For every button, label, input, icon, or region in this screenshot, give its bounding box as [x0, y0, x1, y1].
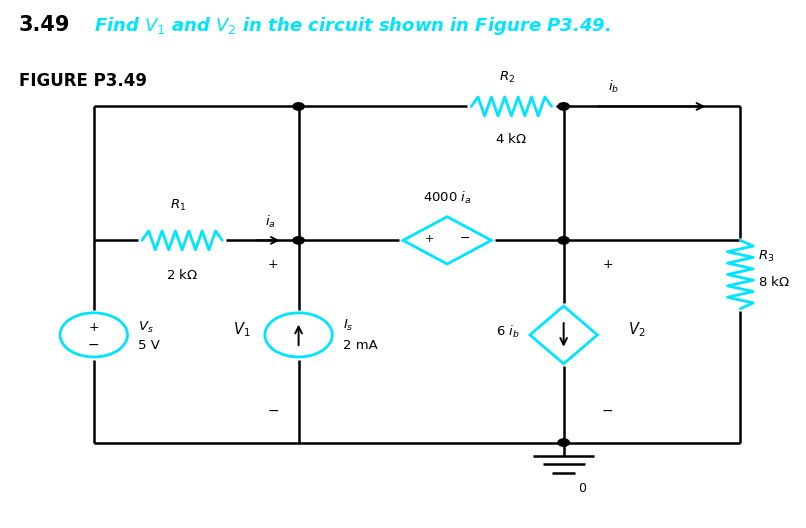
Text: 3.49: 3.49 [19, 14, 71, 34]
Text: +: + [425, 234, 434, 244]
Text: −: − [88, 337, 100, 351]
Text: $i_b$: $i_b$ [608, 79, 619, 95]
Text: 2 k$\Omega$: 2 k$\Omega$ [166, 268, 198, 281]
Text: $V_1$: $V_1$ [233, 320, 251, 339]
Text: 2 mA: 2 mA [343, 339, 377, 352]
Text: $i_a$: $i_a$ [265, 214, 276, 230]
Text: $R_1$: $R_1$ [170, 198, 186, 213]
Circle shape [60, 313, 127, 357]
Text: 6 $i_b$: 6 $i_b$ [496, 324, 520, 341]
Text: +: + [268, 258, 278, 270]
Text: $R_2$: $R_2$ [500, 70, 516, 86]
Polygon shape [403, 216, 492, 264]
Circle shape [265, 313, 332, 357]
Text: −: − [267, 404, 279, 418]
Text: $V_2$: $V_2$ [628, 320, 646, 339]
Text: 4000 $i_a$: 4000 $i_a$ [423, 190, 472, 206]
Circle shape [558, 237, 569, 244]
Text: −: − [459, 232, 470, 246]
Text: $I_s$: $I_s$ [343, 318, 353, 333]
Circle shape [558, 103, 569, 110]
Text: +: + [89, 320, 99, 334]
Text: $R_3$: $R_3$ [758, 249, 775, 263]
Text: FIGURE P3.49: FIGURE P3.49 [19, 72, 147, 90]
Circle shape [293, 237, 304, 244]
Circle shape [558, 439, 569, 446]
Text: 5 V: 5 V [138, 339, 160, 352]
Text: 8 k$\Omega$: 8 k$\Omega$ [758, 276, 790, 289]
Text: Find $V_1$ and $V_2$ in the circuit shown in Figure P3.49.: Find $V_1$ and $V_2$ in the circuit show… [93, 14, 610, 36]
Polygon shape [530, 306, 597, 364]
Text: 4 k$\Omega$: 4 k$\Omega$ [496, 131, 527, 146]
Text: 0: 0 [578, 482, 586, 495]
Text: $V_s$: $V_s$ [138, 319, 154, 335]
Text: −: − [602, 404, 613, 418]
Text: +: + [603, 258, 613, 270]
Circle shape [293, 103, 304, 110]
